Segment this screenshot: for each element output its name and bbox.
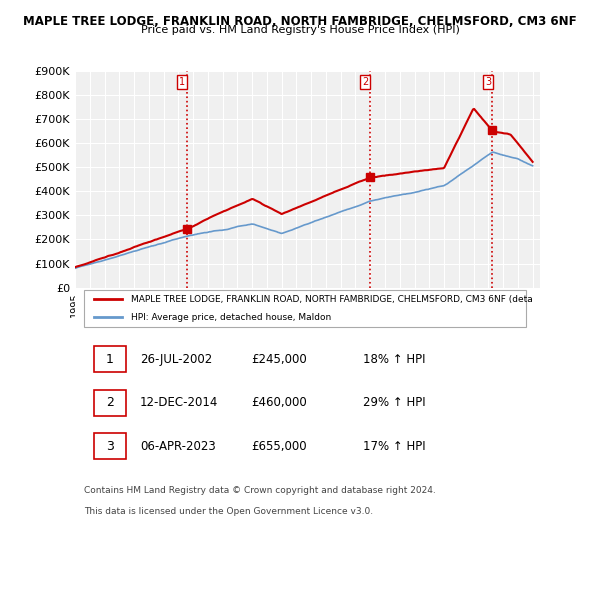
- Text: HPI: Average price, detached house, Maldon: HPI: Average price, detached house, Mald…: [131, 313, 331, 322]
- FancyBboxPatch shape: [94, 389, 126, 415]
- Text: MAPLE TREE LODGE, FRANKLIN ROAD, NORTH FAMBRIDGE, CHELMSFORD, CM3 6NF: MAPLE TREE LODGE, FRANKLIN ROAD, NORTH F…: [23, 15, 577, 28]
- Text: 06-APR-2023: 06-APR-2023: [140, 440, 216, 453]
- Text: Contains HM Land Registry data © Crown copyright and database right 2024.: Contains HM Land Registry data © Crown c…: [84, 486, 436, 496]
- FancyBboxPatch shape: [94, 346, 126, 372]
- Text: MAPLE TREE LODGE, FRANKLIN ROAD, NORTH FAMBRIDGE, CHELMSFORD, CM3 6NF (deta: MAPLE TREE LODGE, FRANKLIN ROAD, NORTH F…: [131, 294, 533, 304]
- Text: 17% ↑ HPI: 17% ↑ HPI: [364, 440, 426, 453]
- Text: 1: 1: [106, 353, 114, 366]
- Text: 12-DEC-2014: 12-DEC-2014: [140, 396, 218, 409]
- Text: £460,000: £460,000: [252, 396, 307, 409]
- Text: 26-JUL-2002: 26-JUL-2002: [140, 353, 212, 366]
- Text: £655,000: £655,000: [252, 440, 307, 453]
- Text: 3: 3: [485, 77, 491, 87]
- FancyBboxPatch shape: [84, 290, 526, 327]
- Text: 3: 3: [106, 440, 114, 453]
- FancyBboxPatch shape: [94, 433, 126, 459]
- Text: This data is licensed under the Open Government Licence v3.0.: This data is licensed under the Open Gov…: [84, 507, 373, 516]
- Text: £245,000: £245,000: [252, 353, 307, 366]
- Text: Price paid vs. HM Land Registry's House Price Index (HPI): Price paid vs. HM Land Registry's House …: [140, 25, 460, 35]
- Text: 2: 2: [106, 396, 114, 409]
- Text: 29% ↑ HPI: 29% ↑ HPI: [364, 396, 426, 409]
- Text: 2: 2: [362, 77, 368, 87]
- Text: 18% ↑ HPI: 18% ↑ HPI: [364, 353, 426, 366]
- Text: 1: 1: [179, 77, 185, 87]
